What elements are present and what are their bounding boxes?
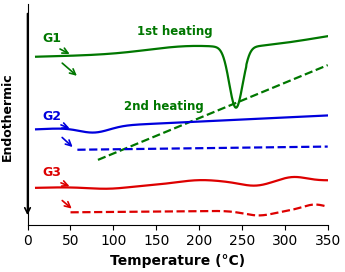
Text: Endothermic: Endothermic [1, 73, 14, 161]
Text: G1: G1 [42, 32, 61, 45]
Text: 2nd heating: 2nd heating [124, 100, 203, 113]
X-axis label: Temperature (°C): Temperature (°C) [110, 254, 245, 268]
Text: G3: G3 [42, 166, 61, 180]
Text: 1st heating: 1st heating [137, 26, 213, 38]
Text: G2: G2 [42, 110, 61, 123]
